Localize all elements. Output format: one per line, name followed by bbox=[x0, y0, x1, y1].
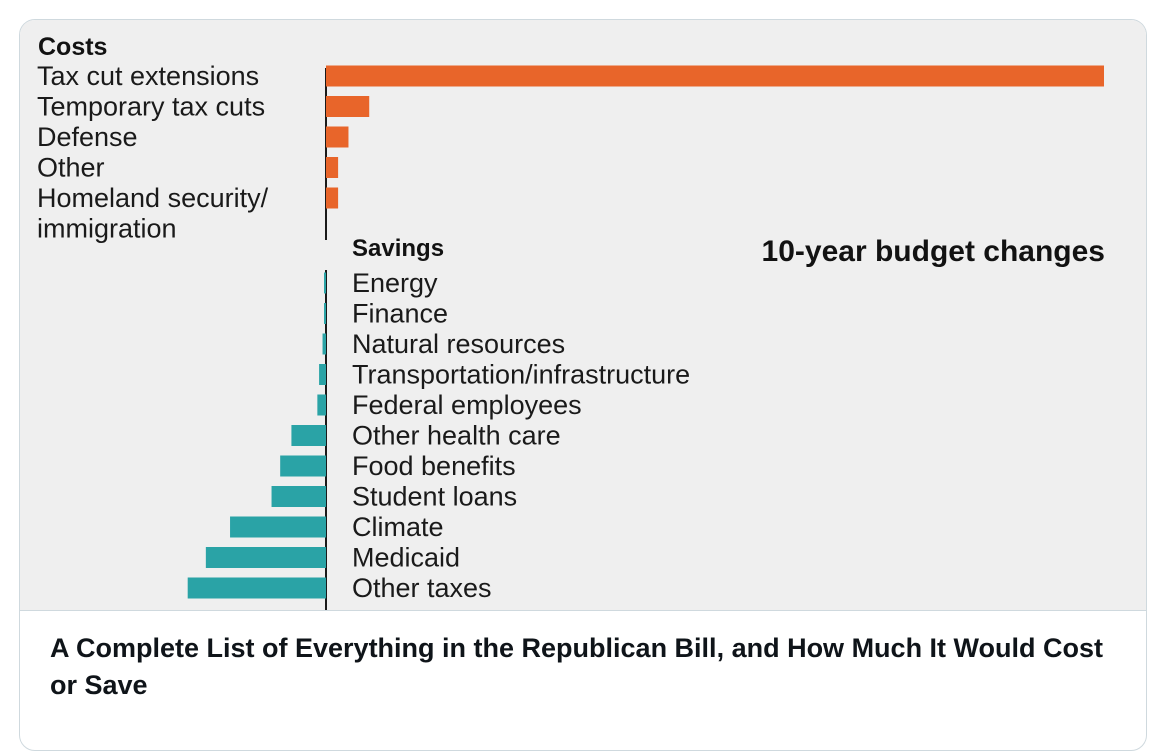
savings-bar bbox=[291, 425, 326, 446]
costs-heading: Costs bbox=[38, 33, 107, 61]
savings-label: Food benefits bbox=[352, 451, 516, 481]
cost-bar bbox=[326, 65, 1104, 87]
savings-heading: Savings bbox=[352, 235, 444, 262]
savings-bar bbox=[319, 364, 326, 385]
savings-bar bbox=[187, 577, 326, 599]
savings-label: Transportation/infrastructure bbox=[352, 360, 690, 390]
savings-label: Other taxes bbox=[352, 573, 492, 603]
chart-image: 10-year budget changes Costs Tax cut exte… bbox=[20, 20, 1146, 610]
savings-label: Climate bbox=[352, 512, 444, 542]
cost-bar bbox=[326, 187, 339, 209]
savings-bar bbox=[280, 455, 326, 477]
savings-bar bbox=[205, 547, 326, 568]
cost-label: Homeland security/ bbox=[37, 183, 269, 213]
savings-bar bbox=[324, 272, 326, 294]
savings-label: Energy bbox=[352, 268, 438, 298]
card-divider bbox=[20, 610, 1146, 611]
cost-label: Defense bbox=[37, 122, 138, 152]
chart-title: 10-year budget changes bbox=[762, 235, 1105, 268]
cost-bar bbox=[326, 96, 370, 117]
savings-bar bbox=[322, 333, 326, 355]
cost-label: Temporary tax cuts bbox=[37, 92, 265, 122]
savings-bar bbox=[271, 486, 326, 507]
savings-label: Federal employees bbox=[352, 390, 582, 420]
cost-label: Tax cut extensions bbox=[37, 61, 259, 91]
savings-bar bbox=[324, 303, 326, 324]
cost-label: Other bbox=[37, 153, 105, 183]
cost-bar bbox=[326, 157, 339, 178]
savings-label: Medicaid bbox=[352, 543, 460, 573]
card-headline[interactable]: A Complete List of Everything in the Rep… bbox=[50, 633, 1104, 700]
savings-label: Student loans bbox=[352, 482, 517, 512]
link-card[interactable]: 10-year budget changes Costs Tax cut exte… bbox=[19, 19, 1147, 751]
cost-bar bbox=[326, 126, 349, 148]
savings-bar bbox=[230, 516, 326, 538]
savings-bar bbox=[317, 394, 326, 416]
cost-label-cont: immigration bbox=[37, 214, 177, 244]
savings-label: Natural resources bbox=[352, 329, 565, 359]
savings-label: Other health care bbox=[352, 421, 561, 451]
savings-label: Finance bbox=[352, 299, 448, 329]
